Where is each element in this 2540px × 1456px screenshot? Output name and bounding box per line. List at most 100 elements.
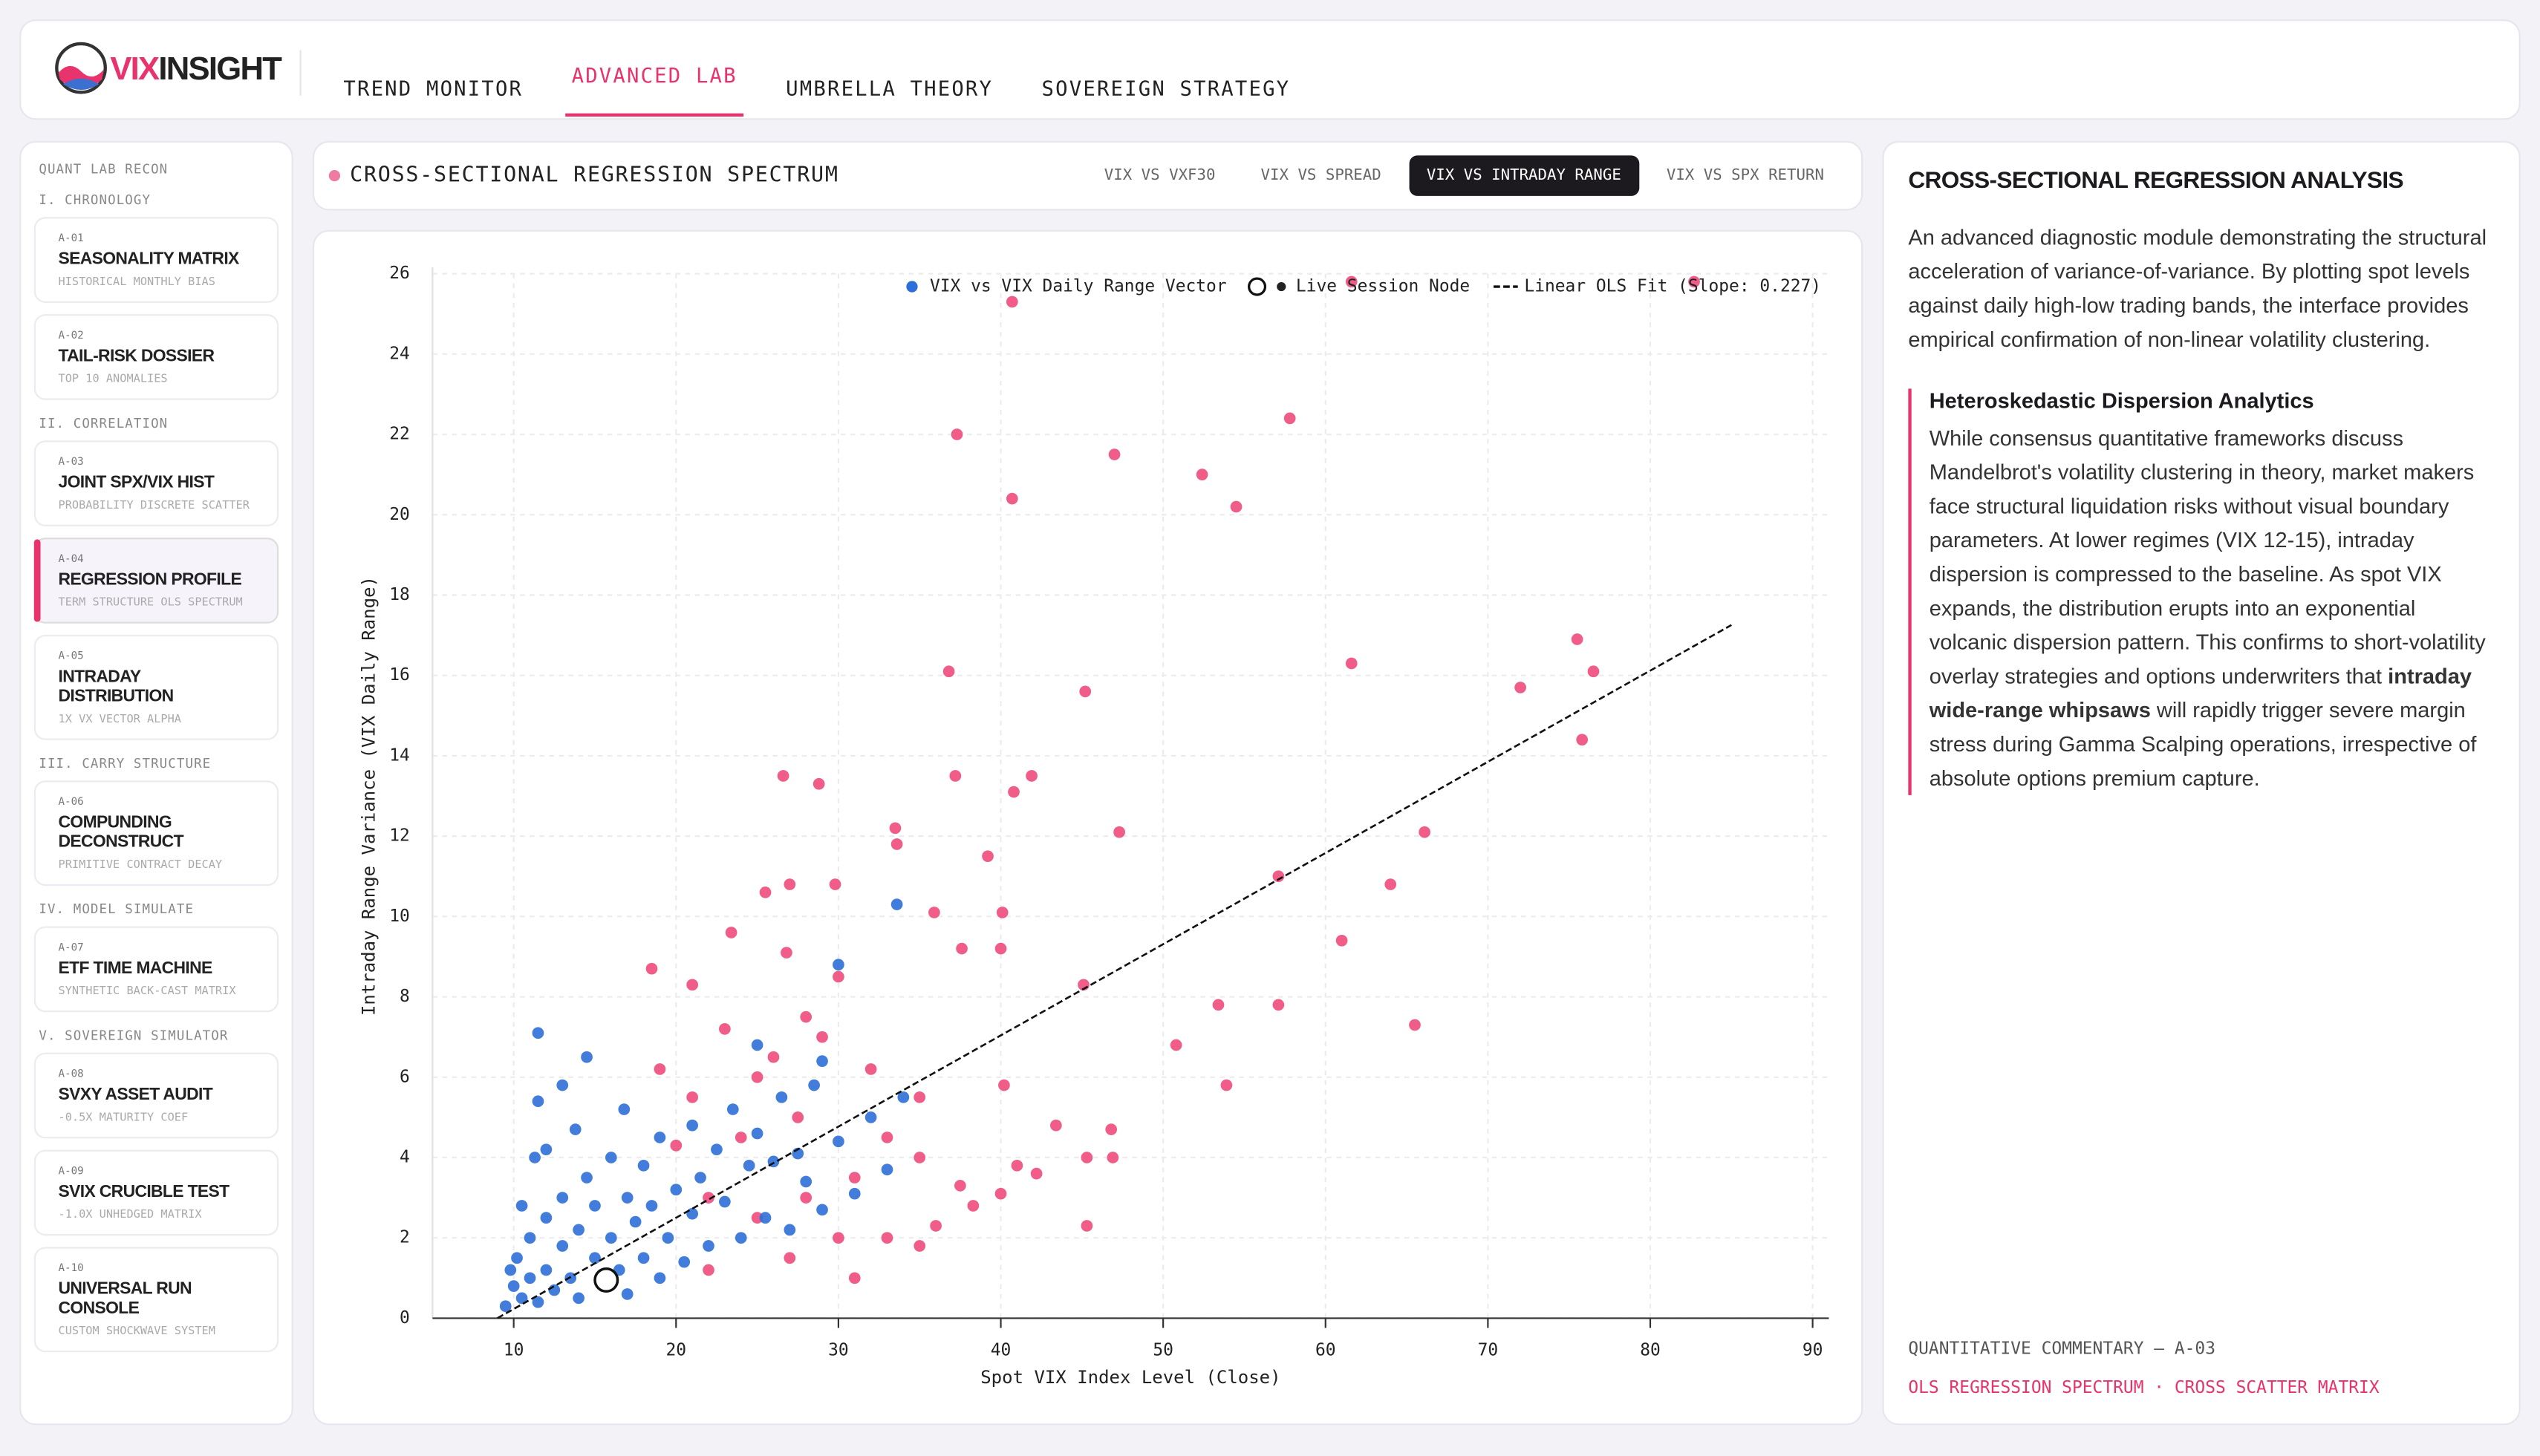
point xyxy=(711,1143,723,1156)
logo-icon xyxy=(55,42,107,94)
nav-card[interactable]: A-04 REGRESSION PROFILE TERM STRUCTURE OLS… xyxy=(33,538,279,624)
point xyxy=(504,1264,517,1276)
point xyxy=(637,1252,650,1264)
x-tick-label: 90 xyxy=(1803,1341,1823,1360)
point xyxy=(548,1284,561,1296)
point xyxy=(605,1232,617,1244)
card-title: SVXY ASSET AUDIT xyxy=(58,1085,213,1105)
point xyxy=(524,1232,536,1244)
card-code: A-08 xyxy=(58,1067,84,1080)
card-code: A-06 xyxy=(58,794,84,809)
nav-item[interactable]: ADVANCED LAB xyxy=(564,56,744,117)
point xyxy=(540,1143,553,1156)
nav-card[interactable]: A-01 SEASONALITY MATRIX HISTORICAL MONTHLY… xyxy=(33,217,279,303)
point xyxy=(784,1252,796,1264)
y-tick-label: 14 xyxy=(389,745,410,765)
x-axis-label: Spot VIX Index Level (Close) xyxy=(980,1367,1280,1388)
point xyxy=(1283,412,1296,425)
card-sub: SYNTHETIC BACK-CAST MATRIX xyxy=(58,985,236,998)
logo: VIXINSIGHT xyxy=(110,51,282,89)
point xyxy=(654,1272,666,1284)
point xyxy=(949,770,962,782)
point xyxy=(994,1187,1007,1200)
sidebar: QUANT LAB RECON I. CHRONOLOGY A-01 SEASONA… xyxy=(19,140,293,1426)
point xyxy=(914,1152,926,1163)
point xyxy=(1384,878,1397,890)
point xyxy=(994,942,1007,955)
nav-card[interactable]: A-09 SVIX CRUCIBLE TEST -1.0X UNHEDGED MAT… xyxy=(33,1149,279,1236)
nav-card[interactable]: A-06 COMPUNDING DECONSTRUCT PRIMITIVE CONT… xyxy=(33,780,279,887)
point xyxy=(996,907,1009,918)
nav-card[interactable]: A-08 SVXY ASSET AUDIT -0.5X MATURITY COEF xyxy=(33,1052,279,1139)
point xyxy=(833,959,844,971)
section-heading: V. SOVEREIGN SIMULATOR xyxy=(39,1028,229,1043)
point xyxy=(1688,275,1700,288)
tab[interactable]: VIX VS SPREAD xyxy=(1260,166,1381,185)
nav-card[interactable]: A-07 ETF TIME MACHINE SYNTHETIC BACK-CAST … xyxy=(33,926,279,1013)
point xyxy=(813,777,825,790)
point xyxy=(881,1232,893,1244)
x-tick-label: 40 xyxy=(991,1341,1012,1360)
point xyxy=(1587,665,1600,678)
point xyxy=(942,665,955,678)
nav-item[interactable]: TREND MONITOR xyxy=(343,76,524,101)
tab[interactable]: VIX VS VXF30 xyxy=(1104,166,1216,185)
nav-item[interactable]: UMBRELLA THEORY xyxy=(786,76,994,101)
tab[interactable]: VIX VS SPX RETURN xyxy=(1666,166,1824,185)
card-code: A-03 xyxy=(58,454,84,469)
y-tick-label: 24 xyxy=(389,344,410,363)
sub-heading: Heteroskedastic Dispersion Analytics xyxy=(1929,388,2314,414)
point xyxy=(735,1132,747,1143)
point xyxy=(816,1031,828,1043)
nav-card[interactable]: A-10 UNIVERSAL RUN CONSOLE CUSTOM SHOCKWAV… xyxy=(33,1247,279,1353)
legend-label: Linear OLS Fit (Slope: 0.227) xyxy=(1524,277,1821,296)
point xyxy=(573,1224,584,1236)
section-heading: IV. MODEL SIMULATE xyxy=(39,901,195,917)
point xyxy=(719,1195,731,1208)
point xyxy=(703,1264,714,1276)
point xyxy=(767,1051,780,1063)
point xyxy=(1107,1152,1119,1163)
point xyxy=(1006,492,1018,505)
point xyxy=(1196,469,1208,481)
point xyxy=(1030,1167,1043,1180)
logo-b: INSIGHT xyxy=(158,51,281,88)
nav-card[interactable]: A-03 JOINT SPX/VIX HIST PROBABILITY DISCRE… xyxy=(33,440,279,526)
point xyxy=(1419,826,1430,838)
nav-item[interactable]: SOVEREIGN STRATEGY xyxy=(1041,76,1291,101)
chart-panel: 0 2 4 6 8 10 12 14 16 18 20 22 24 26 10 20 30 40 50 60 70 80 9… xyxy=(312,229,1863,1426)
point xyxy=(637,1159,650,1172)
card-title: UNIVERSAL RUN CONSOLE xyxy=(58,1279,192,1319)
point xyxy=(581,1172,593,1184)
footer-tag: OLS REGRESSION SPECTRUM · CROSS SCATTER … xyxy=(1908,1378,2380,1398)
point xyxy=(967,1200,980,1212)
card-sub: HISTORICAL MONTHLY BIAS xyxy=(58,275,215,289)
y-axis-label: Intraday Range Variance (VIX Daily Range… xyxy=(358,576,379,1016)
card-code: A-05 xyxy=(58,649,84,663)
logo-a: VIX xyxy=(110,51,160,88)
body-bold: intraday wide-range whipsaws xyxy=(1929,664,2472,722)
point xyxy=(759,1212,772,1224)
point xyxy=(982,850,994,863)
x-tick-label: 50 xyxy=(1153,1341,1173,1360)
point xyxy=(864,1111,877,1123)
point xyxy=(529,1152,541,1163)
tab[interactable]: VIX VS INTRADAY RANGE xyxy=(1408,155,1639,196)
point xyxy=(515,1292,528,1305)
point xyxy=(1514,682,1526,693)
point xyxy=(524,1272,536,1284)
point xyxy=(1170,1039,1182,1051)
point xyxy=(1272,870,1285,883)
point xyxy=(1108,448,1121,460)
nav-card[interactable]: A-02 TAIL-RISK DOSSIER TOP 10 ANOMALIES xyxy=(33,314,279,400)
point xyxy=(645,962,658,975)
point xyxy=(751,1071,763,1083)
point xyxy=(800,1175,813,1188)
nav-card[interactable]: A-05 INTRADAY DISTRIBUTION 1X VX VECTOR AL… xyxy=(33,634,279,740)
panel-title: CROSS-SECTIONAL REGRESSION SPECTRUM xyxy=(350,163,839,189)
point xyxy=(725,927,737,938)
commentary-title: CROSS-SECTIONAL REGRESSION ANALYSIS xyxy=(1908,168,2403,195)
point xyxy=(951,428,963,440)
intro: An advanced diagnostic module demonstrat… xyxy=(1908,225,2487,352)
point xyxy=(1026,770,1038,782)
